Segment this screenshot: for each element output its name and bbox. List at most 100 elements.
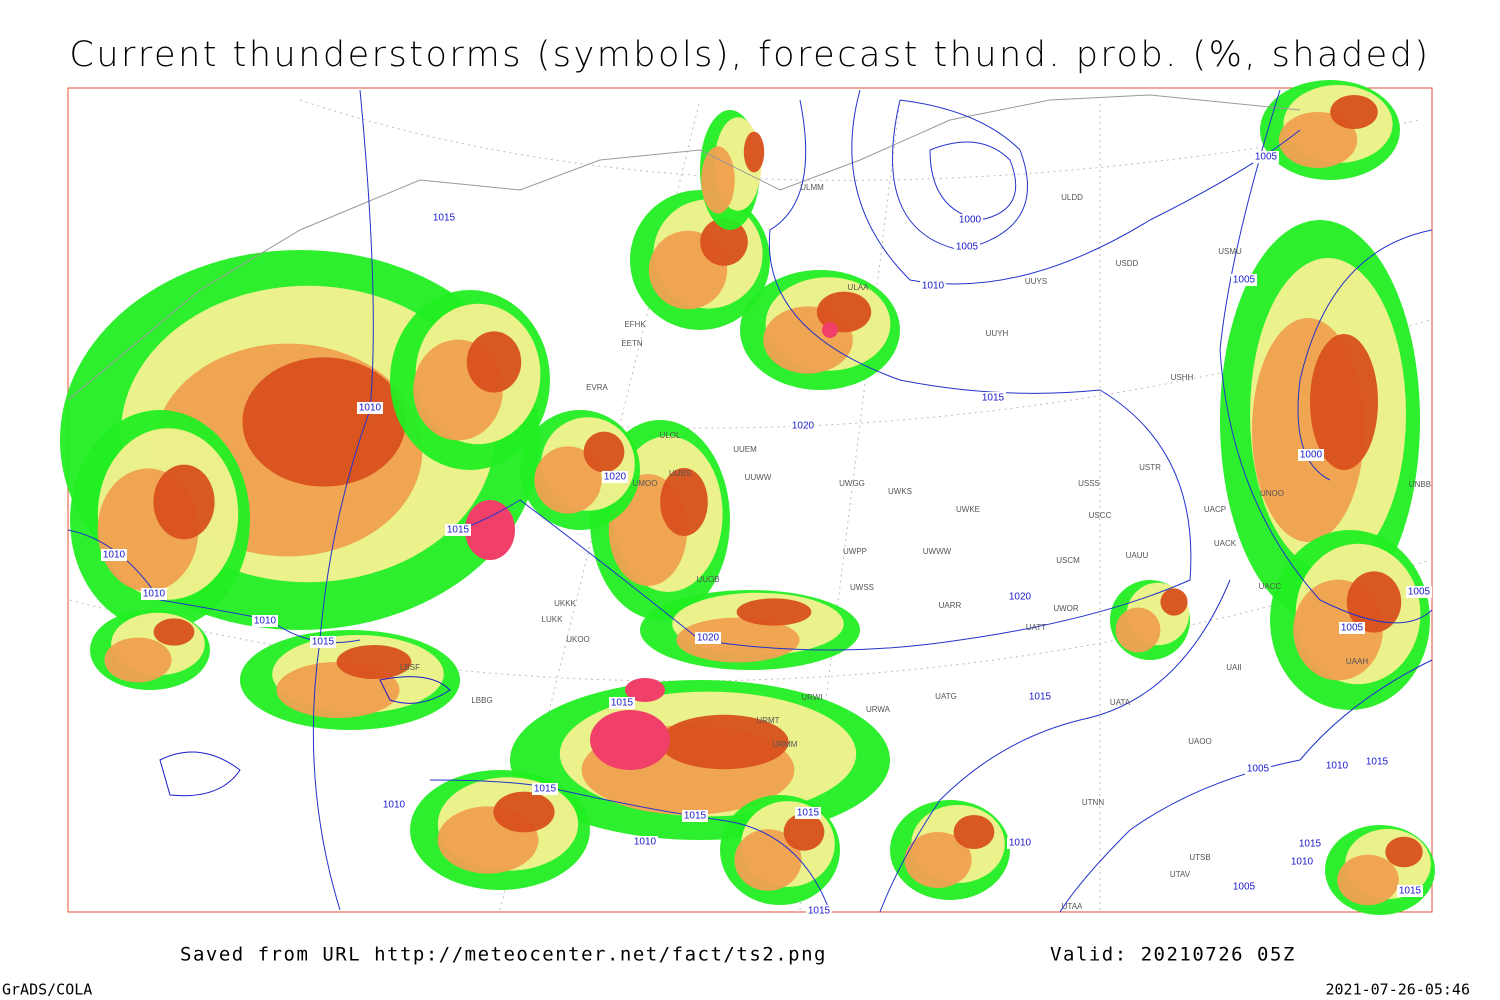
station-code: UMOO [633,479,658,488]
station-code: UWKE [956,505,980,514]
station-code: UARR [939,601,962,610]
isobar-label: 1015 [1299,839,1322,850]
station-code: UWOR [1053,604,1079,613]
shading-level [534,446,602,514]
station-code: UUBS [669,469,691,478]
station-code: UAOO [1188,737,1212,746]
station-code: URWA [866,705,891,714]
station-code: ULAA [848,283,870,292]
shading-level [1337,854,1399,906]
station-code: USCM [1056,556,1080,565]
isobar-label: 1010 [1291,857,1314,868]
isobar-label: 1010 [254,616,277,627]
isobar-label-bg [1298,449,1324,461]
isobar-label: 1005 [1233,275,1256,286]
isobar-label-bg [1231,274,1257,286]
isobar-label-bg [1231,881,1257,893]
lake [159,751,241,797]
station-code: UTAA [1062,902,1083,911]
isobar-label: 1020 [604,472,627,483]
station-code: UACP [1204,505,1226,514]
shading-level [1330,95,1378,129]
station-code: UACC [1259,582,1282,591]
graticule-line [299,99,1421,181]
shading-level [736,598,812,626]
shading-level [700,218,748,266]
shading-level [493,791,555,833]
isobar-label: 1015 [611,698,634,709]
station-code: UACK [1214,539,1237,548]
station-code: UWGG [839,479,865,488]
isobar-label-bg [532,783,558,795]
isobar-label-bg [920,280,946,292]
isobar-label-bg [632,836,658,848]
isobar-label-bg [1027,691,1053,703]
isobar-label: 1010 [103,550,126,561]
isobar-label-bg [795,807,821,819]
isobar-label-bg [1245,763,1271,775]
station-code: UAUU [1126,551,1149,560]
isobar-label-bg [602,471,628,483]
isobar-label: 1015 [808,906,831,917]
shading-level [466,331,522,393]
storm-area [625,678,665,702]
station-code: LBBG [471,696,492,705]
isobar-label: 1010 [1009,838,1032,849]
isobar-label-bg [1406,586,1432,598]
isobar-label-bg [141,588,167,600]
isobar-label-bg [431,212,457,224]
isobar-label: 1015 [1029,692,1052,703]
isobar-label-bg [310,636,336,648]
isobar-label: 1015 [982,393,1005,404]
isobar-label: 1005 [1247,764,1270,775]
isobar-label: 1020 [697,633,720,644]
station-code: USHH [1171,373,1194,382]
storm-area [822,322,838,338]
shading-level [1310,334,1378,470]
shading-level [701,146,735,214]
isobar-label: 1005 [956,242,979,253]
map: 1015 1000 1005 1010 1005 1005 1015 1020 1010 1020… [60,80,1435,917]
station-code: UUEM [733,445,757,454]
timestamp: 2021-07-26-05:46 [1326,981,1471,999]
station-code: UTNN [1082,798,1104,807]
station-code: UWWW [923,547,952,556]
isobar-label-bg [1289,856,1315,868]
station-code: UKKK [554,599,576,608]
isobar-label: 1015 [312,637,335,648]
isobars [67,89,1433,913]
station-code: ULMM [800,183,824,192]
isobar-label: 1015 [684,811,707,822]
station-code: UATG [935,692,957,701]
station-code: UWPP [843,547,867,556]
shading-level [1385,836,1423,868]
isobar-label: 1005 [1341,623,1364,634]
shading-level [1160,588,1188,616]
station-code: USTR [1139,463,1161,472]
saved-url: Saved from URL http://meteocenter.net/fa… [180,944,827,966]
isobar-label: 1000 [1300,450,1323,461]
isobar-label: 1005 [1233,882,1256,893]
shading-level [659,714,789,770]
station-code: UATT [1026,623,1046,632]
station-code: URMM [773,740,798,749]
storm-area [590,710,670,770]
station-code: UKOO [566,635,590,644]
station-code: LUKK [542,615,564,624]
station-code: UNOO [1260,489,1284,498]
shading-level [660,468,708,536]
isobar-label-bg [695,632,721,644]
shading-level [953,815,995,849]
shading-level [783,813,825,851]
graticule-line [799,99,901,911]
station-code: EFHK [624,320,646,329]
isobar-label: 1020 [1009,592,1032,603]
station-code: URWI [801,693,822,702]
isobar-label-bg [357,402,383,414]
isobar-label-bg [101,549,127,561]
isobar-label-bg [980,392,1006,404]
station-code: UUOB [696,575,719,584]
isobar-label: 1015 [447,525,470,536]
isobar-label-bg [252,615,278,627]
station-code: UUYS [1025,277,1047,286]
